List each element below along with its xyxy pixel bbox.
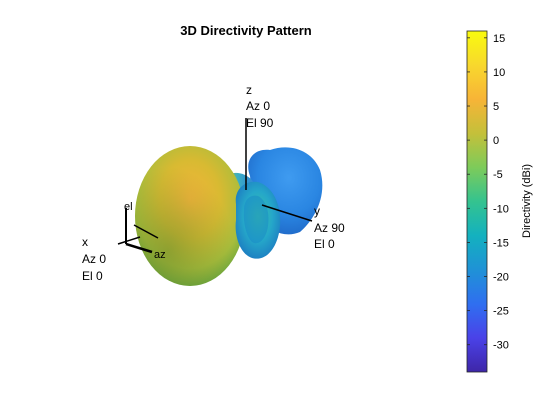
x-axis-name: x — [82, 235, 88, 249]
triad-az-label: az — [154, 249, 166, 261]
x-axis-el: El 0 — [82, 269, 103, 283]
x-axis-line — [133, 224, 159, 239]
colorbar-tick-label: -20 — [493, 272, 509, 284]
side-lobe-ring-inner — [243, 195, 269, 244]
colorbar-gradient — [466, 30, 488, 373]
colorbar-label: Directivity (dBi) — [521, 164, 533, 238]
colorbar-tick-label: -10 — [493, 203, 509, 215]
triad-az-line — [125, 242, 153, 254]
y-axis-line — [261, 204, 313, 222]
pattern-axes — [133, 118, 313, 239]
z-axis-name: z — [246, 83, 252, 97]
z-axis-label: z Az 0 El 90 — [246, 83, 274, 130]
radiation-pattern-surface — [135, 146, 323, 286]
colorbar-tick-label: -25 — [493, 306, 509, 318]
az-el-triad: el az — [117, 201, 166, 261]
y-axis-el: El 0 — [314, 237, 335, 251]
x-axis-label: x Az 0 El 0 — [82, 235, 106, 283]
y-axis-az: Az 90 — [314, 221, 345, 235]
colorbar-tick-label: 5 — [493, 101, 499, 113]
colorbar-tick-label: 10 — [493, 67, 505, 79]
colorbar-tick-label: 0 — [493, 135, 499, 147]
z-axis-el: El 90 — [246, 116, 274, 130]
x-axis-az: Az 0 — [82, 252, 106, 266]
colorbar-tick-label: -5 — [493, 169, 503, 181]
y-axis-name: y — [314, 204, 320, 218]
colorbar-ticks: 15 10 5 0 -5 -10 -15 -20 -25 -30 — [467, 33, 509, 352]
colorbar-tick-label: 15 — [493, 33, 505, 45]
colorbar: 15 10 5 0 -5 -10 -15 -20 -25 -30 Directivity (dBi… — [466, 30, 533, 373]
colorbar-tick-label: -30 — [493, 340, 509, 352]
z-axis-az: Az 0 — [246, 99, 270, 113]
triad-base-line — [117, 236, 141, 245]
chart-title: 3D Directivity Pattern — [180, 23, 312, 38]
y-axis-label: y Az 90 El 0 — [314, 204, 345, 251]
triad-el-label: el — [124, 201, 133, 213]
main-lobe-shade — [135, 146, 245, 286]
colorbar-tick-label: -15 — [493, 237, 509, 249]
